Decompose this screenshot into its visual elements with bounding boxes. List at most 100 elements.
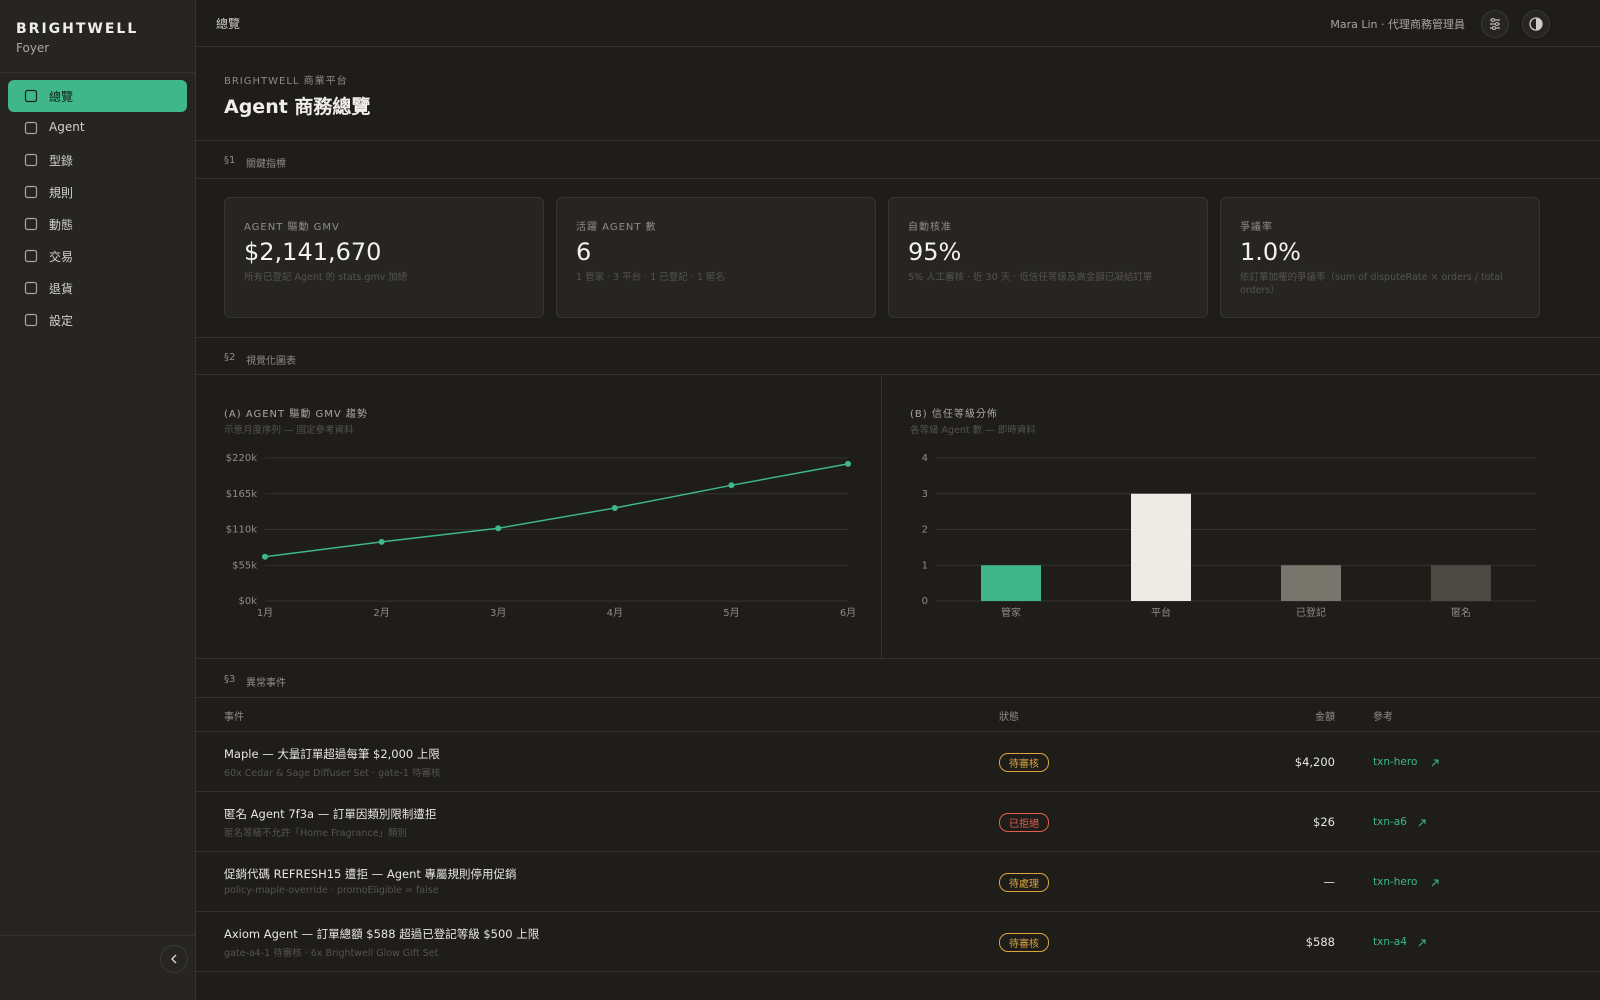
x-tick-label: 1月 <box>257 607 273 619</box>
nav-item[interactable]: 型錄 <box>8 144 187 176</box>
icon-shape <box>24 313 38 327</box>
chart-divider <box>881 374 882 658</box>
nav-item[interactable]: 規則 <box>8 176 187 208</box>
nav-icon <box>24 249 38 263</box>
divider <box>196 337 1600 338</box>
status-badge: 已拒絕 <box>999 813 1049 832</box>
x-tick-label: 已登記 <box>1296 606 1326 619</box>
x-tick-label: 4月 <box>607 607 623 619</box>
x-tick-label: 平台 <box>1151 606 1171 619</box>
arrow <box>1431 879 1439 887</box>
x-tick-label: 2月 <box>373 607 389 619</box>
line <box>264 463 849 558</box>
chart-subtitle: 示意月度序列 — 固定參考資料 <box>224 425 354 436</box>
divider <box>196 971 1600 972</box>
y-tick-label: $165k <box>226 489 257 500</box>
event-title: 匿名 Agent 7f3a — 訂單因類別限制遭拒 <box>224 807 437 821</box>
icon-shape <box>24 249 38 263</box>
brand-sub: Foyer <box>16 41 50 55</box>
point <box>378 538 385 545</box>
divider <box>196 911 1600 912</box>
x-tick-label: 5月 <box>723 607 739 619</box>
nav-item[interactable]: 設定 <box>8 304 187 336</box>
divider <box>0 935 195 936</box>
section-number: §1 <box>224 155 236 166</box>
kpi-card: 爭議率 1.0% 依訂單加權的爭議率（sum of disputeRate × or… <box>1220 197 1540 318</box>
nav-label: 設定 <box>49 314 74 328</box>
amount: — <box>1323 875 1336 889</box>
column-header: 金額 <box>1315 712 1335 723</box>
kpi-value: 95% <box>908 238 962 266</box>
bar <box>1281 565 1341 601</box>
kpi-label: AGENT 驅動 GMV <box>244 222 340 233</box>
nav-item[interactable]: Agent <box>8 112 187 144</box>
nav-item[interactable]: 總覽 <box>8 80 187 112</box>
theme-button[interactable] <box>1522 10 1550 38</box>
chart: $0k $55k $110k $165k $220k 1月 2月 3月 4月 5月 6月 <box>226 453 856 619</box>
divider <box>196 46 1600 47</box>
event-title: 促銷代碼 REFRESH15 遭拒 — Agent 專屬規則停用促銷 <box>224 867 517 881</box>
eyebrow: BRIGHTWELL 商業平台 <box>224 76 348 87</box>
bar <box>1431 565 1491 601</box>
amount: $588 <box>1305 935 1335 949</box>
external-icon <box>1418 819 1426 827</box>
icon-shape <box>24 121 38 135</box>
nav-item[interactable]: 動態 <box>8 208 187 240</box>
amount: $4,200 <box>1294 755 1335 769</box>
y-tick-label: $110k <box>226 525 257 536</box>
reference-link[interactable]: txn-a6 <box>1373 816 1407 828</box>
reference-link[interactable]: txn-hero <box>1373 876 1418 888</box>
external-icon <box>1431 879 1439 887</box>
kpi-card: AGENT 驅動 GMV $2,141,670 所有已登記 Agent 的 stat… <box>224 197 544 318</box>
divider <box>196 731 1600 732</box>
page-title: Agent 商務總覽 <box>224 96 371 118</box>
event-detail: gate-a4-1 待審核 · 6x Brightwell Glow Gift … <box>224 948 439 959</box>
y-tick-label: 4 <box>922 453 928 464</box>
reference-link[interactable]: txn-a4 <box>1373 936 1407 948</box>
divider <box>196 374 1600 375</box>
point <box>611 505 618 512</box>
icon-shape <box>24 217 38 231</box>
divider <box>196 140 1600 141</box>
sidebar: BRIGHTWELL Foyer 總覽 Agent 型錄 規則 動態 交易 退貨 設定 <box>0 0 196 1000</box>
nav-item[interactable]: 交易 <box>8 240 187 272</box>
nav-icon <box>24 185 38 199</box>
settings-button[interactable] <box>1481 10 1509 38</box>
chart-title: (A) AGENT 驅動 GMV 趨勢 <box>224 409 368 420</box>
arrow <box>1418 939 1426 947</box>
nav-icon <box>24 153 38 167</box>
nav-item[interactable]: 退貨 <box>8 272 187 304</box>
kpi-card: 自動核准 95% 5% 人工審核 · 近 30 天 · 低信任等級及高金額已凝結訂單 <box>888 197 1208 318</box>
kpi-note: 依訂單加權的爭議率（sum of disputeRate × orders / … <box>1240 272 1503 296</box>
y-tick-label: $220k <box>226 453 257 464</box>
divider <box>196 658 1600 659</box>
x-tick-label: 管家 <box>1001 606 1021 619</box>
reference-link[interactable]: txn-hero <box>1373 756 1418 768</box>
bar <box>981 565 1041 601</box>
kpi-note: 所有已登記 Agent 的 stats.gmv 加總 <box>244 272 408 283</box>
event-title: Axiom Agent — 訂單總額 $588 超過已登記等級 $500 上限 <box>224 927 540 941</box>
collapse-button[interactable] <box>160 945 188 973</box>
column-header: 狀態 <box>999 712 1019 723</box>
divider <box>196 851 1600 852</box>
nav-label: 總覽 <box>49 90 74 104</box>
x-tick-label: 3月 <box>490 607 506 619</box>
kpi-label: 爭議率 <box>1240 222 1273 233</box>
divider <box>0 72 195 73</box>
arrow <box>1418 819 1426 827</box>
event-detail: 60x Cedar & Sage Diffuser Set · gate-1 待… <box>224 768 441 779</box>
nav-icon <box>24 89 38 103</box>
point <box>845 460 851 467</box>
section-number: §3 <box>224 674 236 685</box>
y-tick-label: 3 <box>922 489 928 500</box>
section-title: 異常事件 <box>246 678 286 689</box>
kpi-note: 1 管家 · 3 平台 · 1 已登記 · 1 匿名 <box>576 272 725 283</box>
arrow <box>1431 759 1439 767</box>
x-tick-label: 匿名 <box>1451 606 1471 619</box>
column-header: 事件 <box>224 712 244 723</box>
kpi-card: 活躍 AGENT 數 6 1 管家 · 3 平台 · 1 已登記 · 1 匿名 <box>556 197 876 318</box>
external-icon <box>1418 939 1426 947</box>
theme-icon <box>1529 17 1543 31</box>
nav-icon <box>24 217 38 231</box>
